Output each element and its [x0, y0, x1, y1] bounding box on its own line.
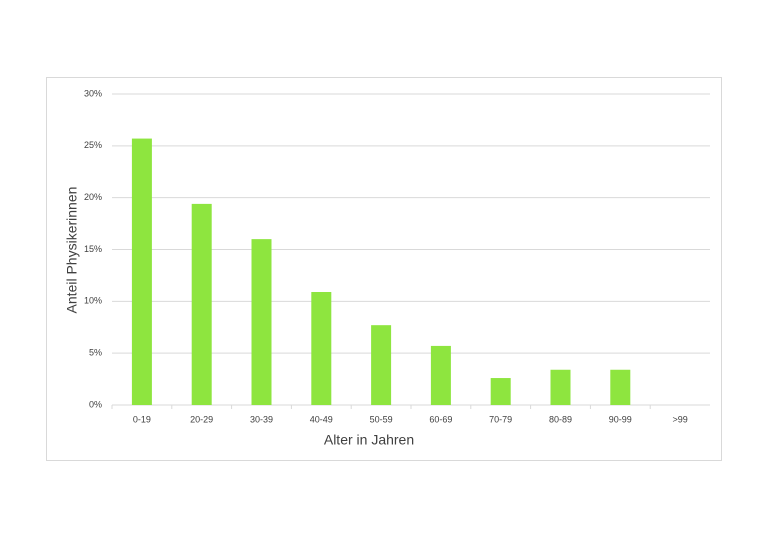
x-tick-label: 40-49: [310, 414, 333, 424]
y-tick-label: 15%: [84, 244, 102, 254]
bar: [131, 138, 152, 405]
y-tick-label: 20%: [84, 192, 102, 202]
y-tick-label: 25%: [84, 140, 102, 150]
x-tick-label: 80-89: [549, 414, 572, 424]
x-tick-label: 30-39: [250, 414, 273, 424]
x-tick-label: >99: [672, 414, 687, 424]
y-axis-title: Anteil Physikerinnen: [64, 187, 80, 314]
bar: [610, 369, 631, 405]
bar: [191, 203, 212, 405]
bar: [550, 369, 571, 405]
y-tick-label: 10%: [84, 296, 102, 306]
y-tick-label: 0%: [89, 399, 102, 409]
bar: [251, 239, 272, 405]
y-tick-label: 30%: [84, 88, 102, 98]
x-tick-label: 70-79: [489, 414, 512, 424]
bar: [430, 345, 451, 405]
x-tick-label: 90-99: [609, 414, 632, 424]
x-tick-label: 0-19: [133, 414, 151, 424]
bar: [311, 292, 332, 405]
x-tick-label: 20-29: [190, 414, 213, 424]
x-tick-label: 60-69: [429, 414, 452, 424]
x-tick-label: 50-59: [370, 414, 393, 424]
bar: [490, 378, 511, 405]
bar: [371, 325, 392, 405]
y-tick-label: 5%: [89, 348, 102, 358]
x-axis-title: Alter in Jahren: [324, 432, 414, 448]
